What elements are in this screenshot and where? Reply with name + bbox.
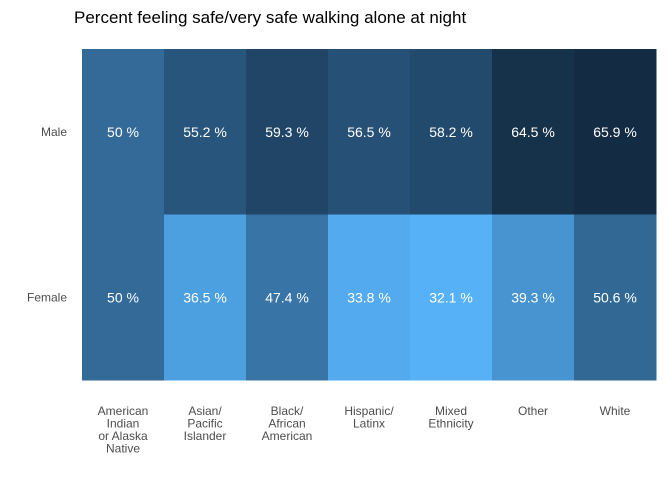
heatmap-cell [82, 214, 165, 381]
x-axis-labels: American Indian or Alaska Native Asian/Pacif… [98, 404, 631, 456]
cell-value-label: 50.6 % [593, 289, 637, 305]
heatmap-cell [164, 49, 247, 215]
x-tick-label: Black/African American [262, 404, 313, 443]
x-tick-label: White [600, 404, 631, 418]
y-tick-label: Female [27, 290, 67, 304]
cell-value-label: 55.2 % [183, 124, 227, 140]
heatmap-cell [246, 214, 329, 381]
heatmap-cell [328, 49, 411, 215]
heatmap-cell [492, 49, 575, 215]
cell-value-label: 32.1 % [429, 289, 473, 305]
heatmap-cell-labels: 50 % 55.2 % 59.3 % 56.5 % 58.2 % 64.5 % 65.9 %… [107, 124, 637, 306]
x-tick-label: Other [518, 404, 548, 418]
heatmap-cell [328, 214, 411, 381]
heatmap-cell [246, 49, 329, 215]
heatmap-cell [410, 214, 493, 381]
cell-value-label: 33.8 % [347, 289, 391, 305]
x-tick-label: American Indian or Alaska Native [98, 404, 149, 456]
heatmap-cells [82, 49, 657, 381]
heatmap-cell [492, 214, 575, 381]
chart-title: Percent feeling safe/very safe walking a… [74, 8, 466, 27]
heatmap-cell [164, 214, 247, 381]
heatmap-cell [82, 49, 165, 215]
heatmap-cell [410, 49, 493, 215]
cell-value-label: 50 % [107, 289, 139, 305]
cell-value-label: 36.5 % [183, 289, 227, 305]
x-tick-label: Hispanic/Latinx [344, 404, 394, 431]
cell-value-label: 65.9 % [593, 124, 637, 140]
cell-value-label: 56.5 % [347, 124, 391, 140]
cell-value-label: 50 % [107, 124, 139, 140]
x-tick-label: Asian/Pacific Islander [184, 404, 227, 443]
y-axis-labels: Male Female [27, 125, 67, 305]
cell-value-label: 64.5 % [511, 124, 555, 140]
cell-value-label: 58.2 % [429, 124, 473, 140]
cell-value-label: 59.3 % [265, 124, 309, 140]
y-tick-label: Male [41, 125, 67, 139]
cell-value-label: 39.3 % [511, 289, 555, 305]
x-tick-label: Mixed Ethnicity [428, 404, 473, 431]
heatmap-cell [574, 49, 657, 215]
cell-value-label: 47.4 % [265, 289, 309, 305]
heatmap-cell [574, 214, 657, 381]
